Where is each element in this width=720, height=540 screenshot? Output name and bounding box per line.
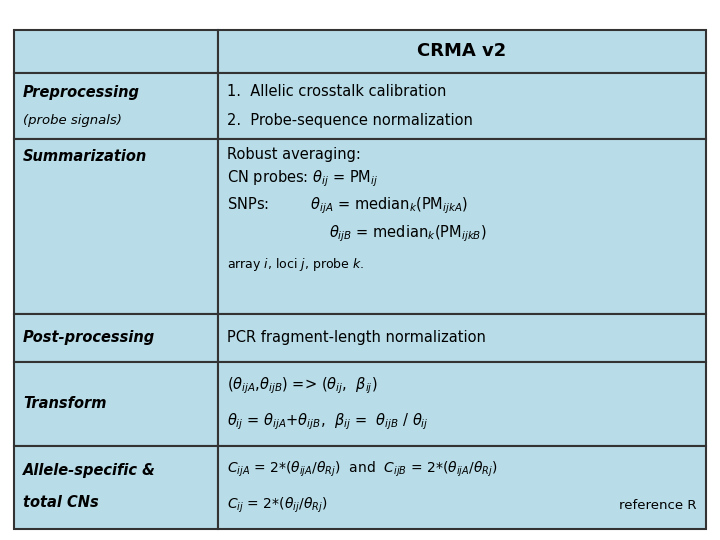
Text: (probe signals): (probe signals) [23,114,122,127]
Text: 2.  Probe-sequence normalization: 2. Probe-sequence normalization [227,113,473,128]
Text: Preprocessing: Preprocessing [23,85,140,100]
Bar [14,73,218,139]
Text: $C_{ij}$ = 2*($\theta_{ij}$/$\theta_{Rj}$): $C_{ij}$ = 2*($\theta_{ij}$/$\theta_{Rj}… [227,496,328,515]
Text: SNPs:         $\theta_{ijA}$ = median$_k$(PM$_{ijkA}$): SNPs: $\theta_{ijA}$ = median$_k$(PM$_{i… [227,195,468,215]
Bar [218,362,706,446]
Text: $\theta_{ijB}$ = median$_k$(PM$_{ijkB}$): $\theta_{ijB}$ = median$_k$(PM$_{ijkB}$) [329,223,487,244]
Text: Summarization: Summarization [23,148,148,164]
Text: Robust averaging:: Robust averaging: [227,147,361,162]
Text: 1.  Allelic crosstalk calibration: 1. Allelic crosstalk calibration [227,84,446,99]
Bar [14,30,218,73]
Text: Allele-specific &: Allele-specific & [23,463,156,478]
Text: reference R: reference R [619,500,697,512]
Bar [14,446,218,529]
Bar [14,314,218,362]
Bar [218,314,706,362]
Text: $\theta_{ij}$ = $\theta_{ijA}$+$\theta_{ijB}$,  $\beta_{ij}$ =  $\theta_{ijB}$ /: $\theta_{ij}$ = $\theta_{ijA}$+$\theta_{… [227,412,428,433]
Bar [218,73,706,139]
Text: CN probes: $\theta_{ij}$ = PM$_{ij}$: CN probes: $\theta_{ij}$ = PM$_{ij}$ [227,168,379,189]
Text: array $i$, loci $j$, probe $k$.: array $i$, loci $j$, probe $k$. [227,256,364,273]
Text: ($\theta_{ijA}$,$\theta_{ijB}$) => ($\theta_{ij}$,  $\beta_{ij}$): ($\theta_{ijA}$,$\theta_{ijB}$) => ($\th… [227,375,377,396]
Text: $C_{ijA}$ = 2*($\theta_{ijA}$/$\theta_{Rj}$)  and  $C_{ijB}$ = 2*($\theta_{ijA}$: $C_{ijA}$ = 2*($\theta_{ijA}$/$\theta_{R… [227,460,498,478]
Text: total CNs: total CNs [23,495,99,510]
Text: Post-processing: Post-processing [23,330,156,345]
Text: Transform: Transform [23,396,107,411]
Text: CRMA v2: CRMA v2 [418,42,507,60]
Bar [14,139,218,314]
Bar [218,139,706,314]
Bar [14,362,218,446]
Bar [218,30,706,73]
Text: PCR fragment-length normalization: PCR fragment-length normalization [227,330,486,345]
Bar [218,446,706,529]
